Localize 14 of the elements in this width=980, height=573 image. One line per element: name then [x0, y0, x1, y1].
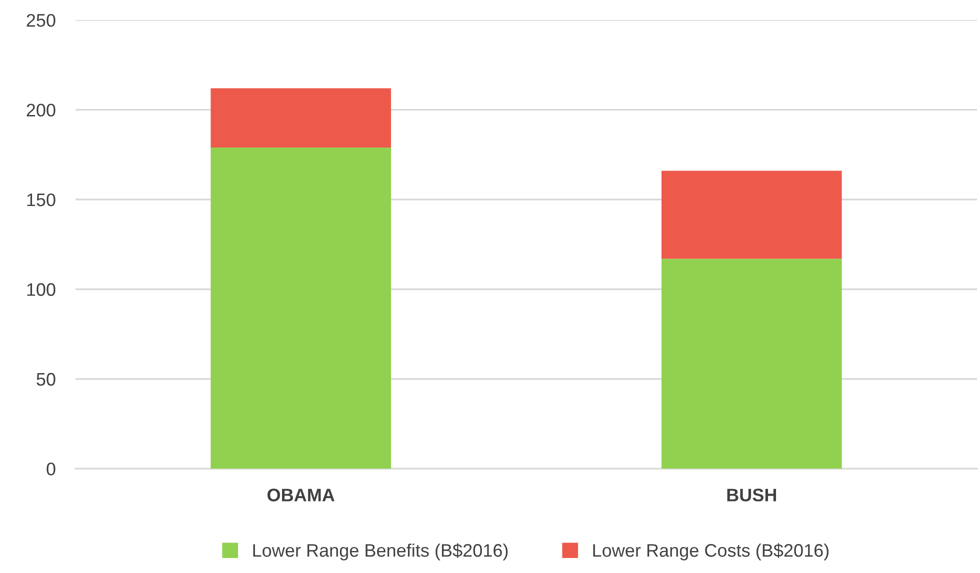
- x-tick-label: OBAMA: [268, 488, 334, 502]
- y-tick-label: 0: [46, 462, 56, 476]
- y-tick-label: 250: [26, 14, 56, 27]
- bar: [210, 147, 392, 469]
- x-tick-label: BUSH: [727, 488, 776, 502]
- y-tick-label: 100: [27, 283, 56, 296]
- bar: [662, 170, 842, 259]
- legend-label: Lower Range Costs (B$2016): [593, 543, 829, 560]
- y-tick-label: 150: [27, 193, 56, 206]
- legend-label: Lower Range Benefits (B$2016): [253, 543, 508, 560]
- y-tick-label: 200: [26, 104, 56, 117]
- bar: [210, 88, 392, 148]
- bar: [662, 258, 842, 469]
- y-tick-label: 50: [36, 372, 56, 386]
